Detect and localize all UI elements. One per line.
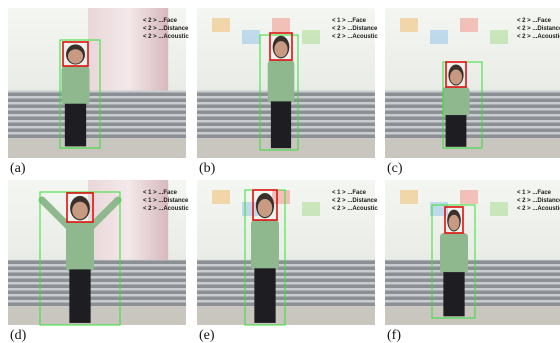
wall-drawing [490, 202, 508, 216]
legs [443, 272, 464, 316]
overlay-label: < 2 > ...Distance [332, 26, 378, 32]
overlay-label: < 1 > ...Face [332, 190, 367, 196]
face [68, 49, 83, 63]
floor [197, 306, 375, 325]
wall-drawing [490, 30, 508, 44]
overlay-label: < 2 > ...Acoustic [332, 206, 378, 212]
overlay-label: < 2 > ...Acoustic [517, 34, 560, 40]
wall-drawing [272, 18, 290, 32]
overlay-label: < 2 > ...Acoustic [517, 206, 560, 212]
overlay-label: < 2 > ...Distance [143, 26, 189, 32]
face [450, 70, 462, 85]
overlay-label: < 2 > ...Face [517, 18, 552, 24]
panel: < 2 > ...Face < 2 > ...Distance < 2 > ...A… [8, 8, 189, 158]
overlay-label: < 2 > ...Acoustic [143, 206, 189, 212]
wall-drawing [242, 30, 260, 44]
caption: (f) [387, 328, 401, 343]
overlay-label: < 1 > ...Face [517, 190, 552, 196]
couch [385, 260, 560, 306]
caption: (c) [387, 161, 403, 176]
panel: < 1 > ...Face < 1 > ...Distance < 2 > ...A… [8, 180, 189, 325]
couch [8, 91, 186, 139]
face [449, 215, 460, 231]
wall-drawing [460, 18, 478, 32]
overlay-label: < 1 > ...Distance [143, 198, 189, 204]
couch [8, 260, 186, 306]
wall-drawing [212, 18, 230, 32]
wall-drawing [400, 190, 418, 204]
face [274, 41, 287, 57]
caption: (b) [199, 161, 216, 176]
couch [385, 91, 560, 139]
panel: < 1 > ...Face < 2 > ...Distance < 2 > ...A… [197, 180, 378, 325]
legs [254, 268, 275, 323]
overlay-label: < 2 > ...Distance [517, 198, 560, 204]
caption: (a) [10, 161, 26, 176]
wall-drawing [302, 202, 320, 216]
floor [385, 306, 560, 325]
torso [251, 220, 279, 270]
panel: < 1 > ...Face < 2 > ...Distance < 2 > ...A… [197, 8, 378, 158]
panel: < 2 > ...Face < 2 > ...Distance < 2 > ...A… [385, 8, 560, 158]
wall-drawing [272, 190, 290, 204]
overlay-label: < 2 > ...Distance [332, 198, 378, 204]
torso [62, 66, 90, 105]
legs [65, 104, 86, 147]
wall-drawing [212, 190, 230, 204]
floor [8, 306, 186, 325]
overlay-label: < 2 > ...Distance [517, 26, 560, 32]
overlay-label: < 2 > ...Acoustic [332, 34, 378, 40]
wall-drawing [430, 30, 448, 44]
panel: < 1 > ...Face < 2 > ...Distance < 2 > ...A… [385, 180, 560, 325]
legs [271, 101, 291, 148]
page: {"panels": [ {"caption": "(a)", "labels"… [0, 0, 560, 343]
legs [69, 269, 90, 323]
wall-drawing [302, 30, 320, 44]
wall-drawing [460, 190, 478, 204]
caption: (e) [199, 328, 215, 343]
overlay-label: < 2 > ...Acoustic [143, 34, 189, 40]
torso [66, 222, 94, 271]
figure: < 2 > ...Face < 2 > ...Distance < 2 > ...A… [0, 0, 560, 343]
legs [446, 115, 467, 147]
face [72, 202, 88, 219]
torso [442, 87, 469, 116]
torso [440, 233, 468, 274]
overlay-label: < 2 > ...Face [143, 18, 178, 24]
torso [268, 60, 295, 103]
overlay-label: < 1 > ...Face [143, 190, 178, 196]
caption: (d) [10, 328, 27, 343]
couch [197, 260, 375, 306]
wall-drawing [400, 18, 418, 32]
overlay-label: < 1 > ...Face [332, 18, 367, 24]
face [258, 199, 272, 217]
